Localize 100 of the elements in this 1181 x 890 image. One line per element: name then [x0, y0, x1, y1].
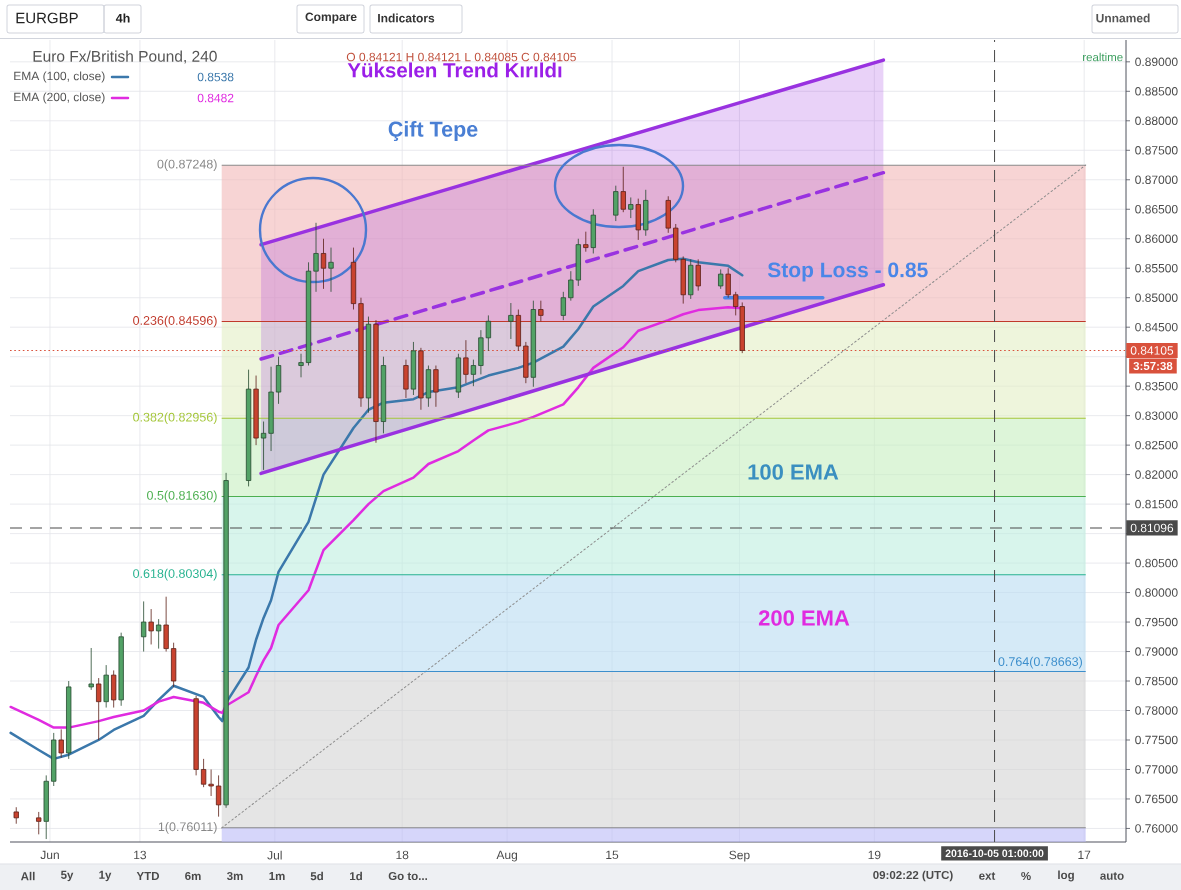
x-tick-label: 17	[1078, 850, 1091, 859]
candlestick	[253, 375, 259, 446]
text: YTD	[136, 872, 160, 880]
candlestick	[200, 758, 207, 788]
y-tick-label: 0.85500	[1135, 263, 1178, 273]
text: 4h	[115, 13, 130, 23]
candlestick	[275, 356, 282, 405]
candlestick	[380, 356, 387, 434]
candlestick	[51, 732, 57, 787]
y-tick-label: 0.86000	[1135, 234, 1178, 243]
annotation: Çift Tepe	[388, 120, 478, 142]
text: 5d	[310, 871, 323, 881]
text: All	[20, 871, 35, 881]
candlestick	[530, 300, 536, 388]
candlestick	[141, 601, 147, 652]
annotation: 100 EMA	[748, 464, 839, 480]
candlestick	[111, 670, 117, 708]
candlestick	[365, 316, 372, 414]
candlestick	[193, 695, 199, 776]
y-tick-label: 0.76000	[1135, 824, 1178, 833]
annotation: 0.8538	[197, 72, 234, 82]
ref-line-label: 0(0.87248)	[157, 159, 217, 171]
candlestick	[148, 608, 154, 645]
y-tick-label: 0.88500	[1135, 87, 1178, 96]
text: O 0.84121 H 0.84121 L 0.84085 C 0.84105	[346, 52, 576, 62]
text: 1m	[269, 872, 285, 880]
candlestick	[298, 353, 304, 378]
candlestick	[508, 302, 514, 340]
y-tick-label: 0.76500	[1135, 794, 1178, 804]
candlestick	[260, 421, 267, 471]
text: Euro Fx/British Pound, 240	[33, 50, 217, 64]
candlestick	[403, 359, 409, 399]
annotation: Stop Loss - 0.85	[767, 262, 928, 282]
candlestick	[433, 365, 439, 408]
candlestick	[305, 261, 312, 366]
candlestick	[320, 238, 327, 290]
text: ext	[979, 872, 996, 880]
ref-line-label: 0.382(0.82956)	[133, 412, 217, 425]
ref-line-label: 2016-10-05 01:00:00	[945, 849, 1044, 858]
legend-label: EMA (200, close)	[14, 92, 105, 104]
y-tick-label: 0.83500	[1135, 381, 1178, 391]
text: 1y	[99, 870, 112, 882]
candlestick	[583, 231, 589, 253]
text: 3m	[226, 871, 243, 881]
candlestick	[223, 472, 229, 809]
candlestick	[66, 680, 72, 760]
annotation: Yükselen Trend Kırıldı	[347, 62, 562, 78]
candlestick	[88, 647, 94, 691]
y-tick-label: 0.78500	[1135, 676, 1178, 686]
y-tick-label: 0.80000	[1135, 588, 1178, 597]
candlestick	[163, 596, 169, 652]
y-tick-label: 0.77000	[1135, 765, 1178, 774]
candlestick	[103, 664, 109, 708]
y-tick-label: 0.82500	[1135, 440, 1178, 450]
candlestick	[620, 166, 626, 213]
candlestick	[58, 728, 64, 759]
ref-line-label: 0.764(0.78663)	[998, 656, 1082, 669]
ref-line-label: 0.84105	[1130, 346, 1174, 355]
ref-line-label: 1(0.76011)	[158, 821, 217, 834]
candlestick	[628, 197, 634, 219]
text: 5y	[60, 870, 74, 882]
text: EURGBP	[16, 12, 78, 24]
text: Go to...	[388, 871, 428, 881]
ref-line-label: 0.618(0.80304)	[133, 568, 217, 581]
candlestick	[215, 774, 222, 818]
text: Unnamed	[1096, 13, 1150, 23]
candlestick	[13, 806, 19, 825]
y-tick-label: 0.87500	[1135, 146, 1178, 155]
text: 09:02:22 (UTC)	[873, 870, 953, 882]
legend-label: EMA (100, close)	[14, 71, 105, 83]
x-tick-label: 13	[134, 850, 147, 860]
candlestick	[560, 291, 566, 321]
candlestick	[635, 198, 641, 241]
candlestick	[410, 341, 417, 396]
text: 1d	[350, 871, 362, 881]
candlestick	[245, 369, 252, 487]
y-tick-label: 0.81500	[1135, 499, 1178, 509]
text: Compare	[305, 12, 357, 24]
candlestick	[718, 269, 724, 290]
candlestick	[643, 189, 649, 237]
y-tick-label: 0.88000	[1135, 116, 1178, 126]
y-tick-label: 0.77500	[1135, 735, 1178, 745]
x-tick-label: 15	[606, 850, 619, 860]
candlestick	[268, 366, 274, 452]
y-tick-label: 0.83000	[1135, 411, 1178, 420]
candlestick	[613, 185, 619, 222]
y-tick-label: 0.78000	[1135, 706, 1178, 715]
candlestick	[96, 677, 102, 741]
text: 3:57:38	[1133, 361, 1173, 371]
candlestick	[688, 258, 694, 300]
candlestick	[418, 347, 424, 411]
x-tick-label: Sep	[729, 850, 750, 862]
candlestick	[350, 247, 357, 310]
ref-line-label: 0.236(0.84596)	[133, 315, 217, 328]
candlestick	[455, 353, 462, 399]
x-tick-label: 19	[868, 850, 881, 860]
candlestick	[208, 769, 214, 797]
candlestick	[470, 359, 477, 387]
candlestick	[43, 774, 49, 840]
candlestick	[155, 618, 162, 649]
